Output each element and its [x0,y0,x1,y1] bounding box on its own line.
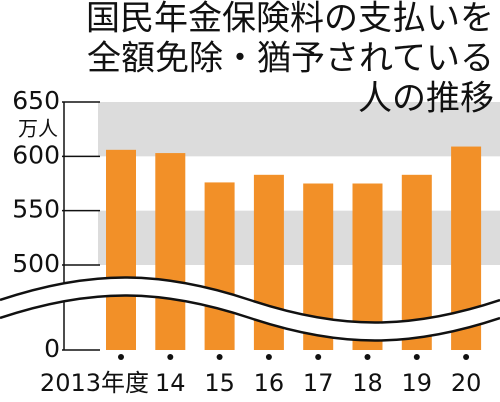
bar [204,182,235,350]
x-tick-label: 17 [303,369,334,397]
x-tick-label: 2013年度 [40,369,149,397]
y-tick-label: 500 [12,249,60,278]
x-tick-dot [463,354,470,360]
x-tick-label: 15 [204,369,235,397]
break-fill [0,277,500,341]
x-tick-dot [364,354,371,360]
bar [106,149,136,350]
x-tick-dot [118,354,124,360]
chart-title: 全額免除・猶予されている [87,39,494,79]
x-tick-dot [216,354,223,360]
x-tick-label: 20 [451,369,482,397]
chart-title: 国民年金保険料の支払いを [86,0,494,39]
grid-band [98,102,500,157]
break-line [0,294,500,342]
x-tick-label: 14 [155,369,186,397]
y-tick-label: 650 [12,86,60,115]
chart-title: 人の推移 [358,79,494,119]
x-tick-dot [413,354,420,360]
y-tick-label: 600 [12,140,60,169]
y-tick-label: 550 [12,195,60,224]
x-tick-dot [315,354,322,360]
x-tick-label: 18 [352,369,383,397]
x-tick-dot [167,354,174,360]
y-unit: 万人 [18,117,58,141]
x-tick-label: 19 [402,369,433,397]
x-tick-dot [265,354,272,360]
break-line [0,276,500,324]
bar [155,153,186,350]
axis-break [0,276,500,342]
y-tick-label: 0 [44,334,60,363]
x-tick-label: 16 [254,369,285,397]
